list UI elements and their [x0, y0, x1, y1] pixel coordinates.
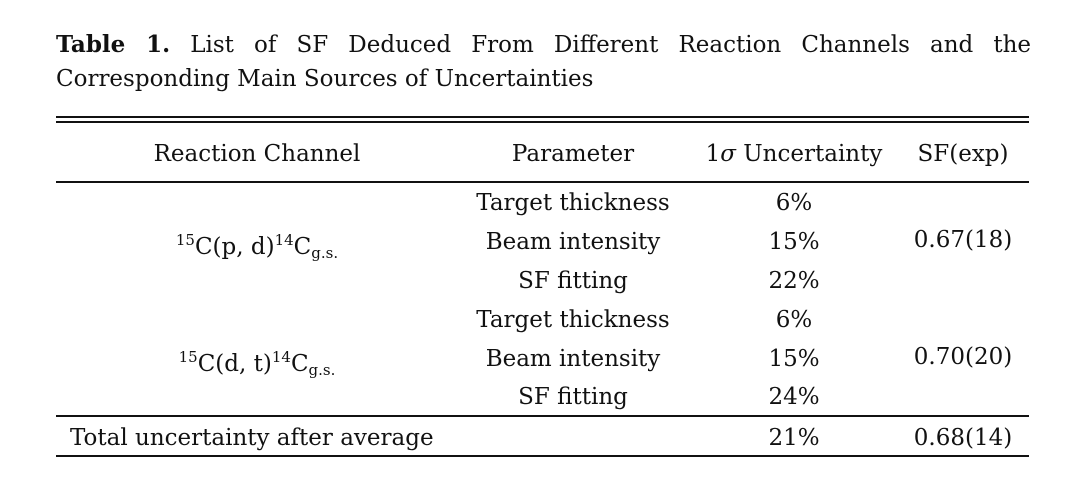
sf-value-dt: 0.70(20): [913, 344, 1013, 370]
parameter-cell: Beam intensity: [485, 346, 661, 372]
parameter-cell: SF fitting: [518, 268, 628, 294]
reaction-channel-pd: 15C(p, d)14Cg.s.: [175, 231, 339, 262]
header-uncertainty-prefix: 1: [705, 141, 721, 167]
uncertainty-cell: 6%: [775, 307, 813, 333]
parameter-cell: SF fitting: [518, 384, 628, 410]
uncertainty-cell: 15%: [768, 229, 820, 255]
parameter-cell: Beam intensity: [485, 229, 661, 255]
header-parameter: Parameter: [511, 141, 635, 167]
parameter-cell: Target thickness: [476, 307, 670, 333]
header-rule: [56, 181, 1029, 183]
caption-text: List of SF Deduced From Different Reacti…: [56, 32, 1032, 92]
total-sf: 0.68(14): [913, 425, 1013, 451]
header-uncertainty-suffix: Uncertainty: [735, 141, 883, 167]
uncertainty-cell: 6%: [775, 190, 813, 216]
top-rule-2: [56, 121, 1029, 123]
bottom-rule: [56, 455, 1029, 457]
uncertainty-cell: 15%: [768, 346, 820, 372]
caption-label: Table 1.: [56, 31, 171, 58]
header-sf-exp: SF(exp): [917, 141, 1009, 167]
sf-value-pd: 0.67(18): [913, 227, 1013, 253]
top-rule-1: [56, 116, 1029, 118]
uncertainty-cell: 24%: [768, 384, 820, 410]
total-label: Total uncertainty after average: [70, 425, 434, 451]
total-rule: [56, 415, 1029, 417]
parameter-cell: Target thickness: [476, 190, 670, 216]
reaction-channel-dt: 15C(d, t)14Cg.s.: [178, 348, 336, 379]
uncertainty-cell: 22%: [768, 268, 820, 294]
header-uncertainty: 1σ Uncertainty: [706, 139, 883, 169]
total-uncertainty: 21%: [768, 425, 820, 451]
table-caption: Table 1. List of SF Deduced From Differe…: [56, 28, 1031, 96]
sigma-symbol: σ: [720, 141, 736, 167]
header-reaction-channel: Reaction Channel: [153, 141, 361, 167]
